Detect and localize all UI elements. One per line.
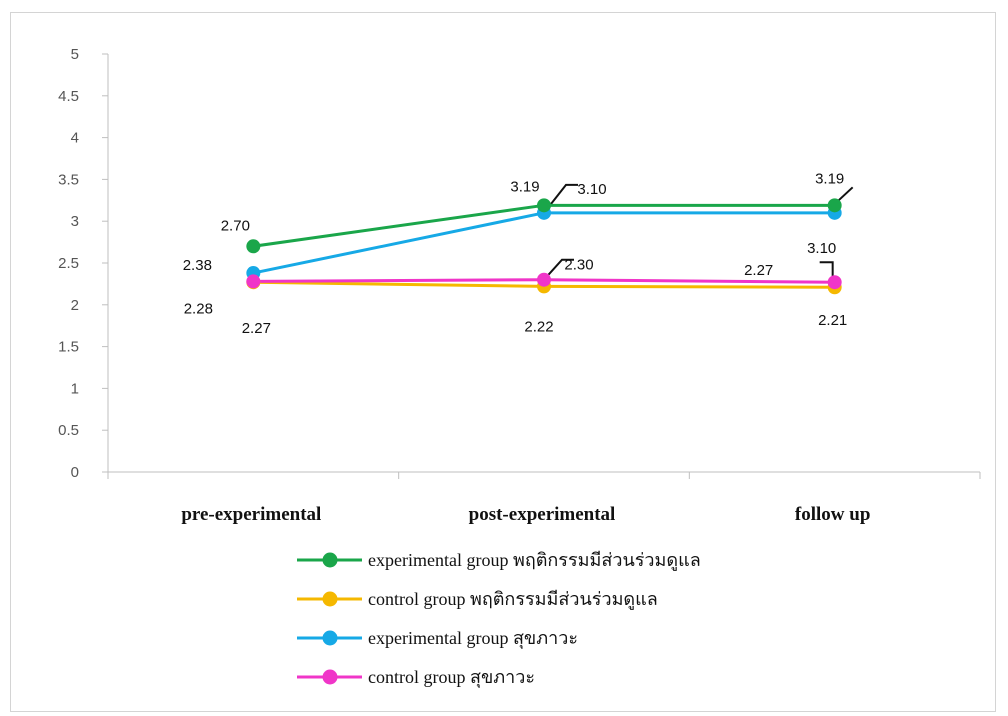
data-label: 3.10 — [577, 181, 606, 198]
x-category-label: pre-experimental — [181, 504, 321, 525]
data-label: 2.30 — [564, 257, 593, 274]
data-point — [827, 275, 842, 290]
data-point — [246, 239, 261, 254]
legend-entry-label: experimental group พฤติกรรมมีส่วนร่วมดูแ… — [368, 550, 701, 571]
data-point — [246, 274, 261, 289]
label-leader-line — [543, 258, 574, 281]
data-label: 3.10 — [807, 240, 836, 257]
legend-swatch-marker — [322, 591, 338, 607]
data-label: 3.19 — [510, 178, 539, 195]
label-leader-line — [837, 186, 854, 202]
data-point — [827, 198, 842, 213]
y-tick-label: 0.5 — [58, 422, 79, 439]
y-tick-label: 4 — [71, 130, 79, 147]
y-tick-label: 1 — [71, 380, 79, 397]
y-tick-label: 5 — [71, 46, 79, 63]
y-tick-label: 0 — [71, 464, 79, 481]
series-points — [246, 198, 842, 295]
label-leader-line — [819, 261, 834, 281]
legend-entry-label: experimental group สุขภาวะ — [368, 628, 578, 649]
data-label: 2.28 — [184, 300, 213, 317]
label-leader-line — [543, 183, 578, 214]
legend-swatch-marker — [322, 552, 338, 568]
y-axis: 0 0.5 1 1.5 2 2.5 3 3.5 4 4.5 5 — [58, 46, 109, 481]
y-tick-label: 3 — [71, 213, 79, 230]
legend-swatch-marker — [322, 669, 338, 685]
data-label: 2.38 — [183, 257, 212, 274]
data-label: 2.27 — [242, 320, 271, 337]
legend-entry-label: control group พฤติกรรมมีส่วนร่วมดูแล — [368, 589, 658, 610]
x-category-label: post-experimental — [469, 504, 616, 525]
data-point — [537, 272, 551, 287]
y-tick-label: 2 — [71, 297, 79, 314]
chart-frame — [10, 12, 996, 712]
data-label: 2.22 — [524, 318, 553, 335]
y-tick-label: 1.5 — [58, 339, 79, 356]
legend-swatch-marker — [322, 630, 338, 646]
data-point — [537, 198, 551, 213]
y-tick-label: 3.5 — [58, 171, 79, 188]
data-label: 3.19 — [815, 170, 844, 187]
data-label: 2.21 — [818, 312, 847, 329]
label-leader-lines — [543, 183, 854, 281]
legend: experimental group พฤติกรรมมีส่วนร่วมดูแ… — [297, 550, 701, 688]
x-axis: pre-experimental post-experimental follow … — [107, 471, 981, 525]
data-label: 2.70 — [221, 217, 250, 234]
data-labels: 2.70 3.19 3.19 2.27 2.22 2.21 2.38 3.10 3.10 2.28… — [183, 170, 848, 337]
y-tick-label: 2.5 — [58, 255, 79, 272]
data-label: 2.27 — [744, 262, 773, 279]
x-category-label: follow up — [795, 504, 871, 525]
y-tick-label: 4.5 — [58, 88, 79, 105]
legend-entry-label: control group สุขภาวะ — [368, 667, 535, 688]
